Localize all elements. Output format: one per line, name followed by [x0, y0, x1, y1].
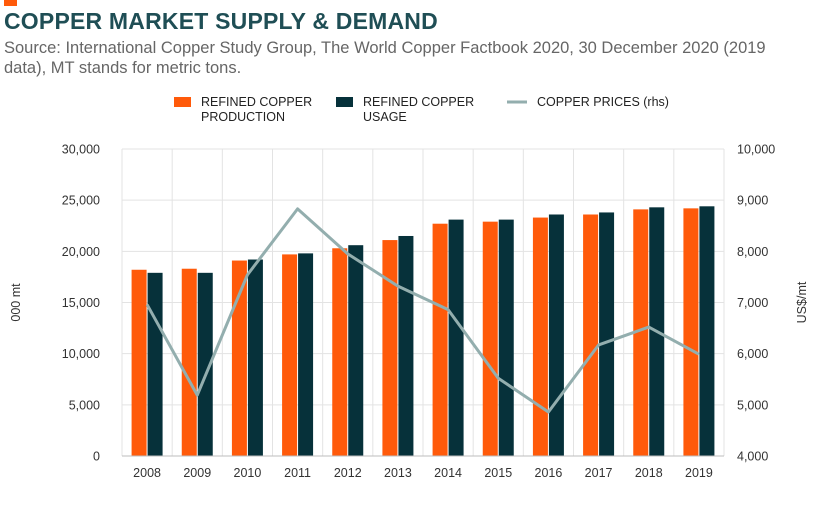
bar-production-2015 — [482, 221, 498, 456]
x-tick-label: 2010 — [234, 466, 262, 480]
x-tick-label: 2008 — [133, 466, 161, 480]
bar-usage-2010 — [247, 259, 263, 456]
y-right-tick-label: 5,000 — [737, 398, 768, 412]
y-right-tick-label: 4,000 — [737, 450, 768, 464]
y-left-tick-label: 15,000 — [62, 296, 100, 310]
bars — [131, 206, 715, 456]
y-right-tick-label: 10,000 — [737, 143, 775, 157]
x-tick-label: 2016 — [535, 466, 563, 480]
price-line-layer — [145, 207, 700, 414]
y-left-tick-label: 25,000 — [62, 194, 100, 208]
chart-subtitle: Source: International Copper Study Group… — [4, 39, 766, 77]
bar-production-2010 — [231, 260, 247, 456]
bar-usage-2016 — [548, 214, 564, 456]
y-left-tick-label: 30,000 — [62, 143, 100, 157]
bar-usage-2008 — [147, 272, 163, 456]
bar-usage-2014 — [448, 219, 464, 456]
x-tick-label: 2014 — [434, 466, 462, 480]
y-right-tick-label: 8,000 — [737, 245, 768, 259]
series-line-copper-prices — [145, 207, 700, 414]
y-right-tick-label: 9,000 — [737, 194, 768, 208]
axes: 2008 2009 2010 2011 2012 2013 2014 2015 2016 2017… — [9, 143, 809, 481]
bar-production-2017 — [583, 214, 599, 456]
y-right-axis-title: US$/mt — [795, 281, 809, 323]
bar-production-2012 — [332, 248, 348, 456]
bar-usage-2011 — [298, 253, 314, 456]
bar-usage-2019 — [699, 206, 715, 456]
y-left-tick-label: 0 — [93, 450, 100, 464]
legend-label-refined-copper-production: REFINED COPPER — [201, 95, 312, 109]
y-left-tick-label: 20,000 — [62, 245, 100, 259]
y-left-tick-label: 10,000 — [62, 347, 100, 361]
bar-usage-2013 — [398, 235, 414, 456]
y-right-tick-label: 7,000 — [737, 296, 768, 310]
x-tick-label: 2012 — [334, 466, 362, 480]
y-left-axis-title: 000 mt — [9, 283, 23, 322]
y-left-tick-label: 5,000 — [69, 398, 100, 412]
x-tick-label: 2019 — [685, 466, 713, 480]
bar-production-2016 — [532, 217, 548, 456]
x-tick-label: 2013 — [384, 466, 412, 480]
bar-production-2013 — [382, 240, 398, 456]
legend-swatch-refined-copper-production — [174, 97, 191, 107]
bar-usage-2012 — [348, 245, 364, 456]
legend-label-refined-copper-usage: USAGE — [363, 110, 407, 124]
bar-production-2018 — [633, 209, 649, 456]
bar-production-2008 — [131, 269, 147, 456]
legend-label-refined-copper-usage: REFINED COPPER — [363, 95, 474, 109]
legend-label-refined-copper-production: PRODUCTION — [201, 110, 285, 124]
bar-usage-2009 — [197, 272, 213, 456]
title-accent-bar — [4, 0, 17, 6]
x-tick-label: 2017 — [585, 466, 613, 480]
bar-usage-2017 — [599, 212, 615, 456]
x-tick-label: 2018 — [635, 466, 663, 480]
chart-title: COPPER MARKET SUPPLY & DEMAND — [4, 8, 438, 34]
legend-swatch-refined-copper-usage — [336, 97, 353, 107]
bar-production-2014 — [432, 223, 448, 456]
bar-production-2009 — [181, 268, 197, 456]
bar-usage-2015 — [498, 219, 514, 456]
bar-production-2011 — [282, 254, 298, 456]
x-tick-label: 2015 — [484, 466, 512, 480]
bar-production-2019 — [683, 208, 699, 456]
legend-label-copper-prices-rhs: COPPER PRICES (rhs) — [537, 95, 669, 109]
grid-lines — [121, 148, 725, 457]
x-tick-label: 2009 — [183, 466, 211, 480]
y-right-tick-label: 6,000 — [737, 347, 768, 361]
x-tick-label: 2011 — [284, 466, 311, 480]
